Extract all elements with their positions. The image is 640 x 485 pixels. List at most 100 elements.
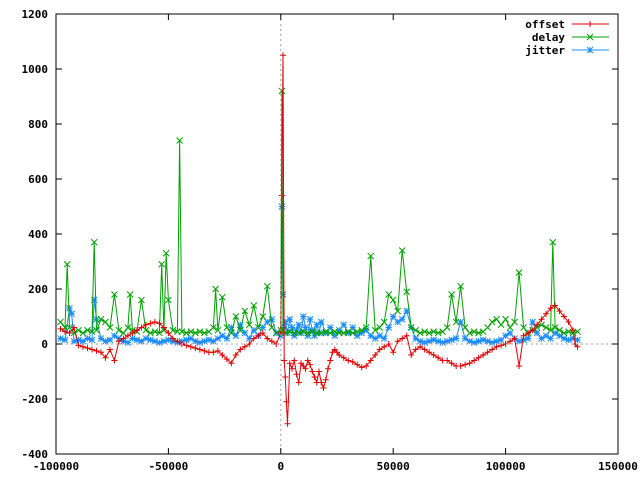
data-point-offset-31 bbox=[196, 346, 203, 353]
data-point-delay-2 bbox=[63, 260, 71, 268]
data-point-jitter-116 bbox=[520, 336, 527, 344]
data-point-delay-95 bbox=[443, 324, 451, 331]
data-point-jitter-6 bbox=[79, 337, 87, 345]
data-point-offset-112 bbox=[489, 346, 496, 353]
data-point-offset-72 bbox=[322, 376, 329, 383]
data-point-jitter-34 bbox=[201, 337, 208, 345]
data-point-jitter-102 bbox=[457, 318, 464, 326]
legend-marker-delay bbox=[586, 33, 594, 41]
data-point-offset-92 bbox=[399, 335, 406, 342]
data-point-offset-50 bbox=[278, 192, 285, 199]
data-point-delay-38 bbox=[201, 329, 208, 337]
data-point-offset-110 bbox=[480, 352, 487, 358]
data-point-delay-57 bbox=[278, 87, 286, 95]
data-point-jitter-7 bbox=[84, 335, 91, 342]
data-point-offset-54 bbox=[283, 398, 290, 405]
data-point-jitter-85 bbox=[380, 335, 388, 342]
data-point-offset-130 bbox=[570, 327, 577, 334]
data-point-offset-1 bbox=[61, 328, 68, 335]
data-point-delay-76 bbox=[358, 326, 366, 334]
data-point-delay-122 bbox=[560, 329, 568, 337]
data-point-jitter-14 bbox=[111, 332, 118, 340]
data-point-offset-29 bbox=[187, 343, 194, 350]
data-point-delay-70 bbox=[331, 328, 339, 335]
data-point-delay-82 bbox=[385, 291, 393, 298]
data-point-jitter-99 bbox=[443, 337, 451, 345]
data-point-offset-5 bbox=[79, 343, 86, 350]
data-point-offset-120 bbox=[525, 330, 532, 336]
data-point-offset-128 bbox=[561, 313, 568, 320]
data-point-offset-0 bbox=[57, 325, 64, 332]
data-point-jitter-96 bbox=[430, 336, 438, 344]
data-point-jitter-9 bbox=[90, 296, 98, 304]
data-point-offset-111 bbox=[484, 349, 491, 356]
data-point-jitter-124 bbox=[556, 332, 563, 340]
data-point-delay-75 bbox=[353, 328, 361, 335]
data-point-delay-17 bbox=[124, 324, 132, 331]
y-tick-label: 600 bbox=[28, 173, 48, 186]
data-point-offset-40 bbox=[237, 346, 244, 353]
data-point-jitter-95 bbox=[425, 337, 433, 345]
data-point-jitter-101 bbox=[452, 335, 460, 342]
data-point-delay-98 bbox=[457, 282, 464, 290]
data-point-offset-74 bbox=[327, 357, 334, 364]
data-point-jitter-74 bbox=[331, 332, 339, 340]
data-point-offset-67 bbox=[311, 374, 318, 380]
data-point-delay-50 bbox=[250, 302, 258, 309]
data-point-offset-38 bbox=[228, 360, 235, 367]
data-point-jitter-75 bbox=[335, 326, 343, 334]
data-point-offset-94 bbox=[408, 352, 415, 358]
data-point-offset-113 bbox=[493, 343, 500, 350]
data-point-offset-16 bbox=[129, 330, 136, 336]
data-point-jitter-36 bbox=[210, 337, 217, 345]
data-point-offset-98 bbox=[426, 349, 433, 356]
series-line-delay bbox=[60, 90, 578, 335]
data-point-jitter-5 bbox=[75, 336, 82, 344]
data-point-delay-110 bbox=[511, 318, 518, 326]
data-point-offset-86 bbox=[372, 352, 379, 358]
data-point-offset-64 bbox=[304, 357, 311, 364]
data-point-jitter-81 bbox=[362, 326, 370, 334]
data-point-delay-89 bbox=[416, 329, 424, 337]
data-point-offset-126 bbox=[552, 302, 559, 309]
data-point-jitter-45 bbox=[250, 326, 258, 334]
data-point-delay-74 bbox=[349, 329, 357, 337]
data-point-offset-116 bbox=[507, 338, 514, 345]
data-point-jitter-58 bbox=[288, 324, 296, 331]
data-point-offset-88 bbox=[381, 343, 388, 350]
data-point-jitter-49 bbox=[268, 315, 276, 323]
data-point-jitter-26 bbox=[165, 336, 172, 344]
data-point-delay-88 bbox=[412, 326, 420, 334]
data-point-offset-13 bbox=[115, 338, 122, 345]
data-point-offset-3 bbox=[70, 324, 77, 331]
data-point-delay-15 bbox=[115, 326, 123, 334]
data-point-offset-58 bbox=[291, 357, 298, 364]
data-point-offset-109 bbox=[475, 354, 482, 361]
data-point-jitter-82 bbox=[367, 332, 375, 340]
data-point-jitter-12 bbox=[102, 337, 109, 345]
data-point-jitter-44 bbox=[245, 335, 253, 342]
data-point-delay-125 bbox=[574, 328, 581, 335]
data-point-delay-32 bbox=[176, 137, 183, 144]
data-point-delay-51 bbox=[254, 324, 262, 331]
data-point-jitter-17 bbox=[124, 339, 132, 346]
data-point-jitter-30 bbox=[183, 336, 190, 344]
data-point-delay-62 bbox=[295, 329, 303, 337]
data-point-jitter-77 bbox=[344, 329, 352, 337]
data-point-offset-14 bbox=[120, 335, 127, 342]
data-point-jitter-32 bbox=[192, 337, 199, 345]
series-offset bbox=[57, 52, 581, 427]
data-point-delay-60 bbox=[286, 328, 294, 335]
x-tick-label: 0 bbox=[277, 460, 284, 473]
data-point-offset-105 bbox=[457, 363, 464, 369]
data-point-offset-17 bbox=[133, 327, 140, 334]
data-point-delay-83 bbox=[389, 296, 397, 304]
data-point-delay-26 bbox=[158, 260, 166, 268]
data-point-delay-11 bbox=[97, 315, 105, 323]
data-point-jitter-35 bbox=[205, 336, 213, 344]
data-point-offset-118 bbox=[516, 363, 523, 369]
data-point-jitter-106 bbox=[475, 337, 482, 345]
legend-marker-offset bbox=[587, 21, 593, 27]
data-point-jitter-122 bbox=[547, 335, 554, 342]
